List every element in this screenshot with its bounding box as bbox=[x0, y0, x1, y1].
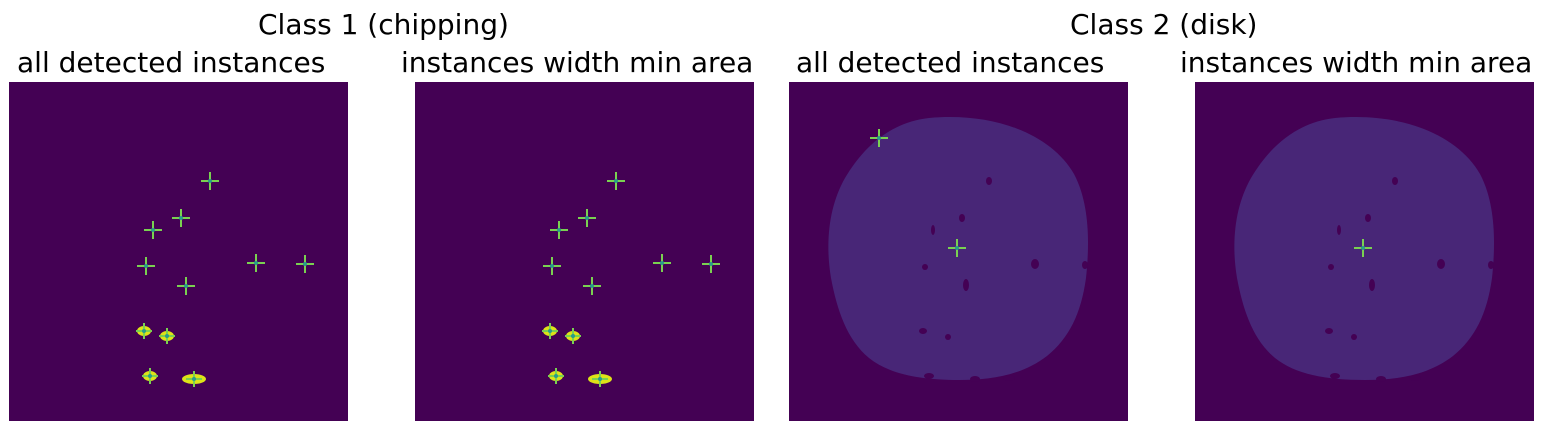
instance-marker bbox=[565, 328, 581, 344]
instance-marker bbox=[592, 371, 608, 387]
disk-hole bbox=[1031, 259, 1039, 269]
disk-hole bbox=[1369, 279, 1375, 291]
panel-subtitle-chipping-min-area: instances width min area bbox=[401, 46, 754, 79]
disk-hole bbox=[986, 177, 992, 185]
disk-hole bbox=[922, 264, 928, 270]
disk-hole bbox=[1376, 376, 1386, 382]
disk-hole bbox=[945, 334, 951, 340]
disk-hole bbox=[931, 225, 935, 235]
instance-marker bbox=[583, 277, 601, 295]
disk-hole bbox=[1437, 259, 1445, 269]
panel-subtitle-chipping-all: all detected instances bbox=[17, 46, 326, 79]
mask-image-chipping-all bbox=[9, 82, 348, 421]
instance-marker bbox=[550, 221, 568, 239]
instance-marker bbox=[144, 221, 162, 239]
instance-marker bbox=[186, 371, 202, 387]
disk-hole bbox=[1488, 261, 1494, 269]
disk-hole bbox=[1325, 328, 1333, 334]
instance-marker bbox=[548, 368, 564, 384]
disk-hole bbox=[924, 373, 934, 379]
instance-marker bbox=[172, 209, 190, 227]
instance-marker bbox=[296, 255, 314, 273]
disk-hole bbox=[1351, 334, 1357, 340]
instance-marker bbox=[201, 172, 219, 190]
disk-hole bbox=[959, 214, 965, 222]
disk-hole bbox=[1392, 177, 1398, 185]
instance-marker bbox=[607, 172, 625, 190]
instance-marker bbox=[137, 257, 155, 275]
group-title-disk: Class 2 (disk) bbox=[1070, 8, 1258, 41]
disk-hole bbox=[1003, 375, 1015, 381]
instance-marker bbox=[177, 277, 195, 295]
instance-marker bbox=[578, 209, 596, 227]
disk-hole bbox=[1409, 375, 1421, 381]
instance-marker bbox=[136, 323, 152, 339]
instance-marker bbox=[142, 368, 158, 384]
instance-marker bbox=[543, 257, 561, 275]
group-title-chipping: Class 1 (chipping) bbox=[258, 8, 509, 41]
panel-subtitle-disk-min-area: instances width min area bbox=[1180, 46, 1533, 79]
panel-disk-all bbox=[789, 82, 1128, 421]
disk-hole bbox=[1365, 214, 1371, 222]
disk-hole bbox=[970, 376, 980, 382]
disk-hole bbox=[1330, 373, 1340, 379]
disk-hole bbox=[1337, 225, 1341, 235]
instance-marker bbox=[870, 129, 888, 147]
panel-chipping-all bbox=[9, 82, 348, 421]
disk-hole bbox=[1328, 264, 1334, 270]
instance-marker bbox=[542, 323, 558, 339]
panel-chipping-min-area bbox=[415, 82, 754, 421]
instance-marker bbox=[653, 254, 671, 272]
instance-marker bbox=[1354, 239, 1372, 257]
mask-image-chipping-min-area bbox=[415, 82, 754, 421]
instance-marker bbox=[702, 255, 720, 273]
disk-hole bbox=[1082, 261, 1088, 269]
mask-image-disk-min-area bbox=[1195, 82, 1534, 421]
panel-disk-min-area bbox=[1195, 82, 1534, 421]
background bbox=[9, 82, 348, 421]
background bbox=[415, 82, 754, 421]
panel-subtitle-disk-all: all detected instances bbox=[796, 46, 1105, 79]
instance-marker bbox=[948, 239, 966, 257]
instance-marker bbox=[159, 328, 175, 344]
disk-hole bbox=[919, 328, 927, 334]
instance-marker bbox=[247, 254, 265, 272]
disk-hole bbox=[963, 279, 969, 291]
mask-image-disk-all bbox=[789, 82, 1128, 421]
